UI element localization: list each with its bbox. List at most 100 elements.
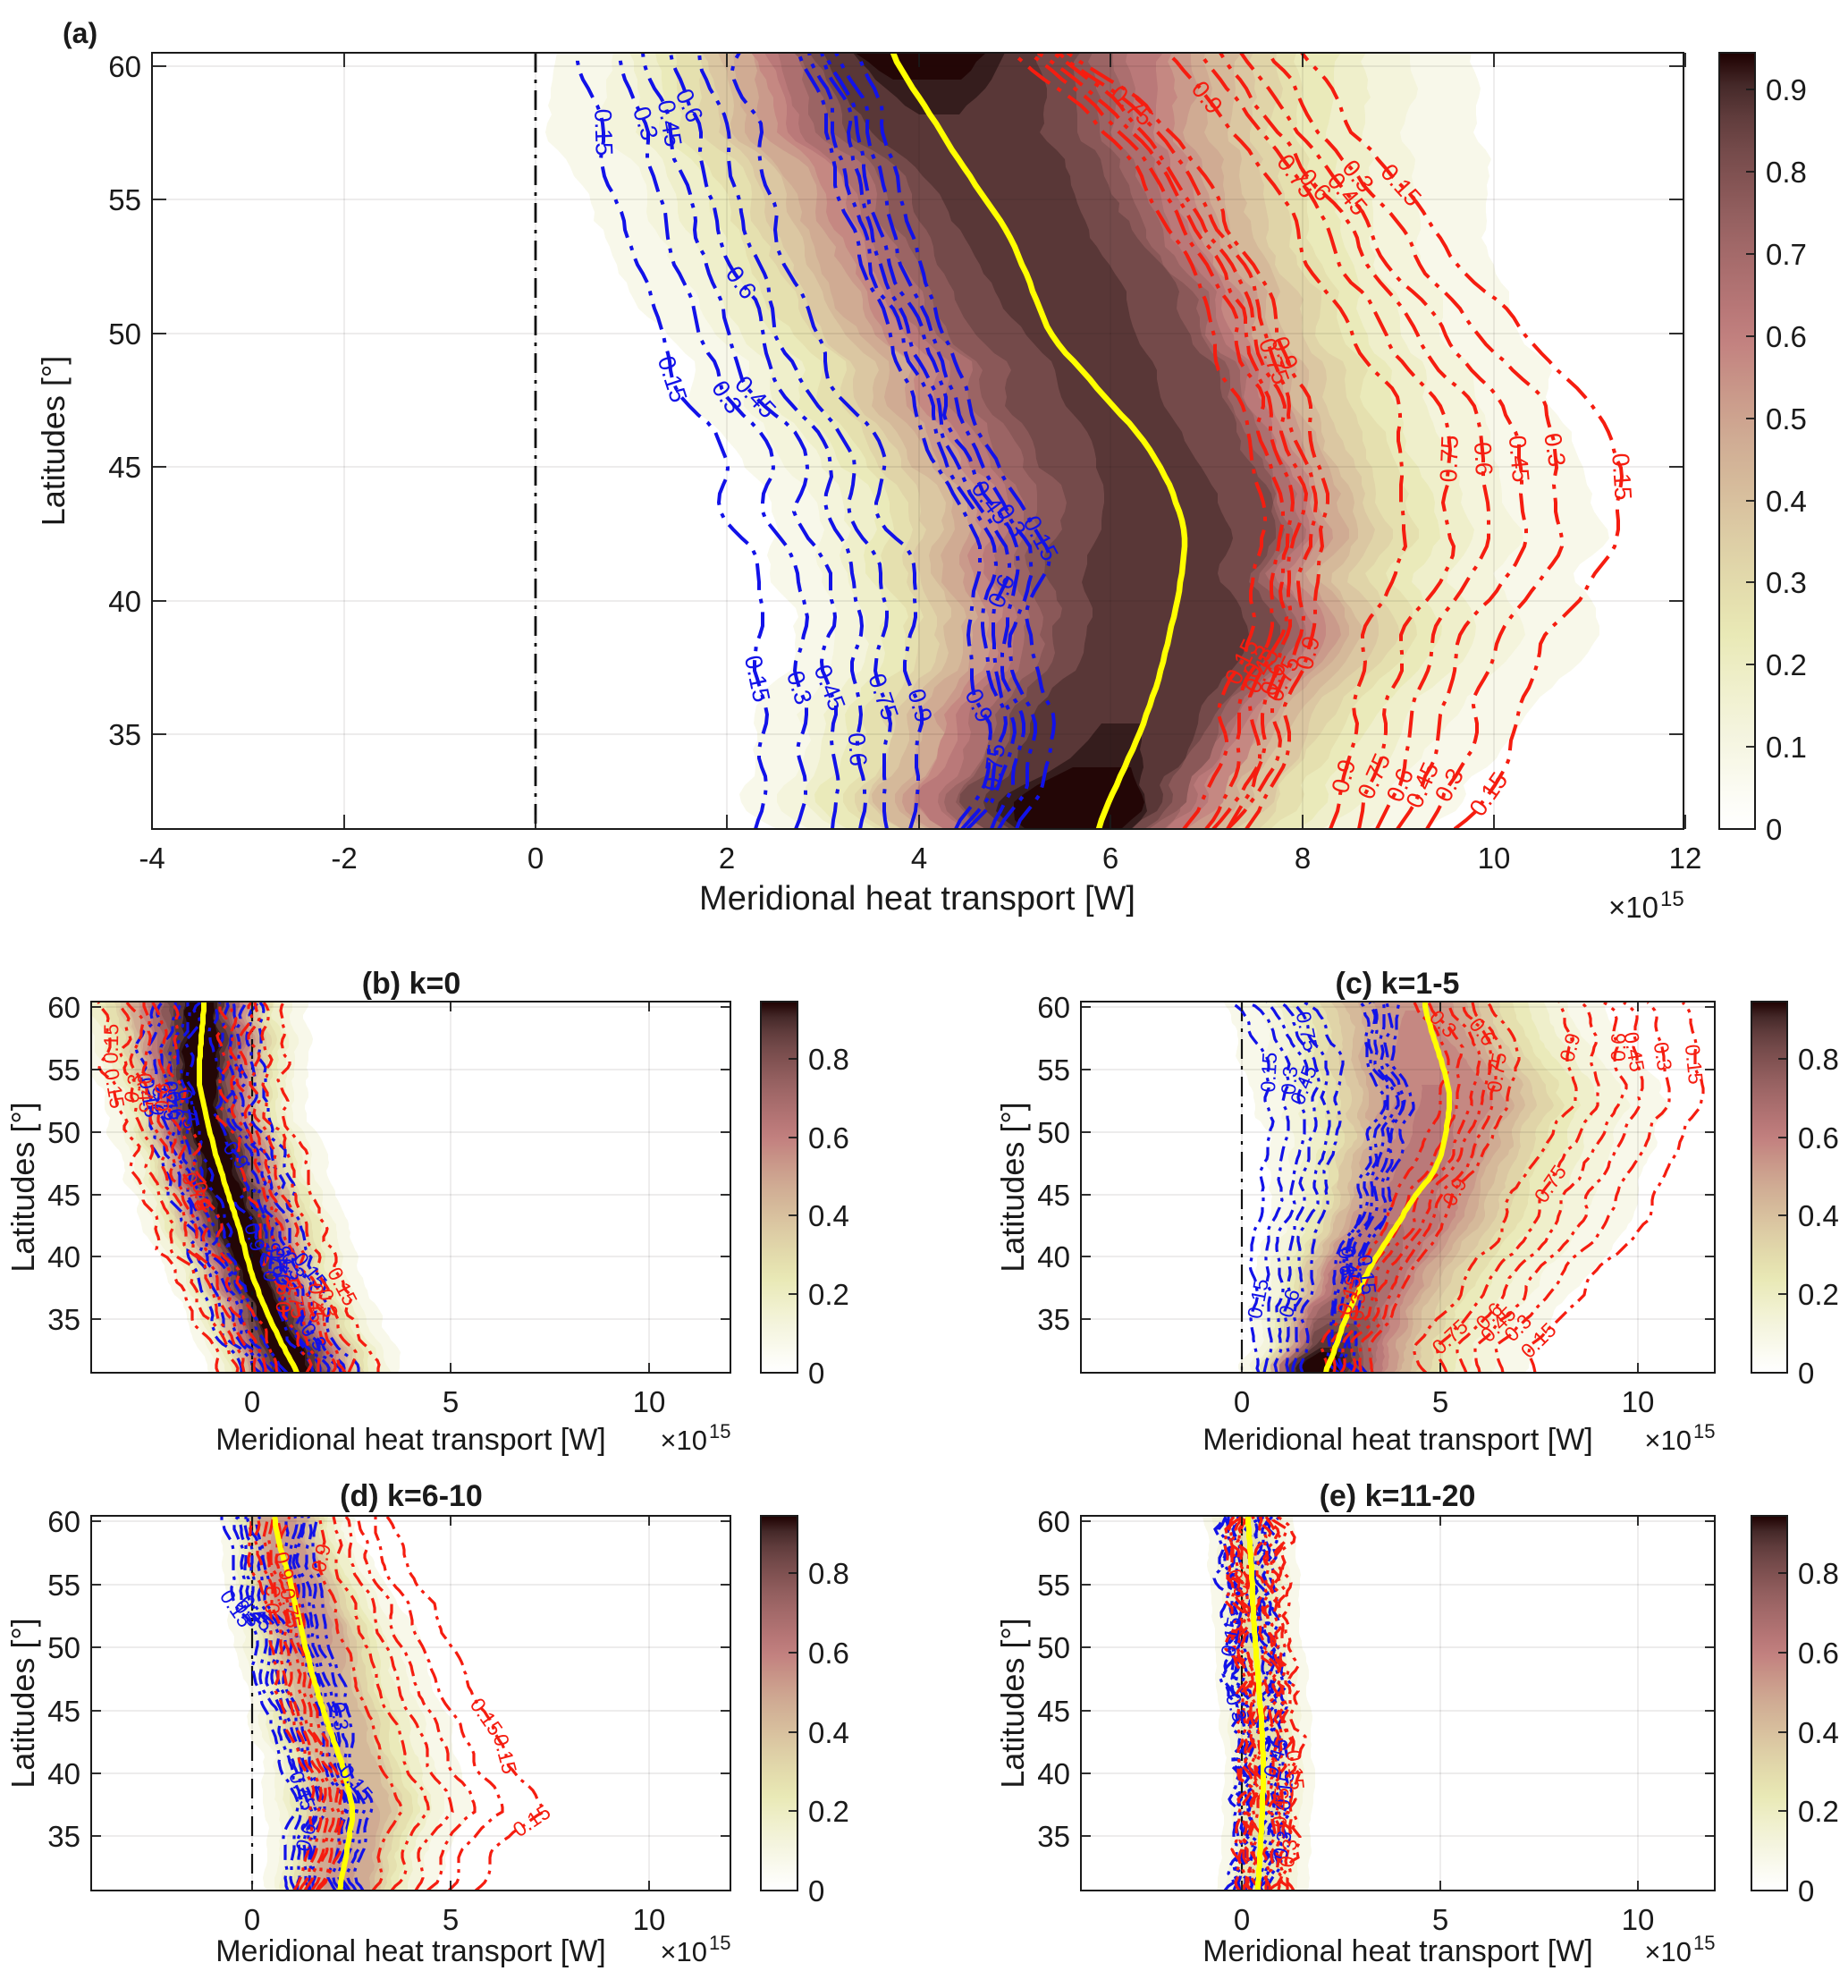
svg-text:(d) k=6-10: (d) k=6-10 (340, 1479, 483, 1513)
svg-text:0.4: 0.4 (1798, 1716, 1839, 1749)
svg-text:0.6: 0.6 (808, 1637, 849, 1670)
svg-text:10: 10 (1622, 1385, 1655, 1418)
svg-text:0.15: 0.15 (1270, 1769, 1298, 1812)
svg-text:×10: ×10 (1644, 1936, 1692, 1967)
svg-text:0.2: 0.2 (1798, 1278, 1839, 1311)
svg-text:0.4: 0.4 (808, 1199, 849, 1232)
svg-text:0.8: 0.8 (1766, 156, 1807, 189)
svg-text:60: 60 (108, 50, 141, 83)
svg-text:0.2: 0.2 (1798, 1795, 1839, 1828)
svg-text:40: 40 (47, 1757, 80, 1790)
svg-text:0.9: 0.9 (272, 1284, 296, 1313)
svg-text:35: 35 (47, 1303, 80, 1336)
svg-text:0.45: 0.45 (272, 1245, 296, 1285)
svg-text:10: 10 (633, 1903, 666, 1936)
svg-text:0.15: 0.15 (1353, 1253, 1380, 1296)
svg-text:0.3: 0.3 (1277, 1065, 1303, 1096)
svg-text:50: 50 (47, 1116, 80, 1149)
svg-text:0.45: 0.45 (159, 1081, 182, 1121)
svg-text:15: 15 (709, 1932, 730, 1954)
svg-text:0.45: 0.45 (304, 1282, 329, 1324)
svg-text:Meridional heat transport [W]: Meridional heat transport [W] (215, 1423, 606, 1457)
svg-text:0: 0 (244, 1385, 260, 1418)
svg-text:0.3: 0.3 (144, 1085, 172, 1117)
svg-text:0.6: 0.6 (266, 1246, 293, 1278)
svg-text:60: 60 (1037, 991, 1070, 1024)
svg-text:0.4: 0.4 (1798, 1199, 1839, 1232)
svg-text:0.9: 0.9 (1766, 73, 1807, 106)
svg-text:0.3: 0.3 (1275, 1837, 1302, 1868)
svg-text:Meridional heat transport [W]: Meridional heat transport [W] (699, 880, 1135, 918)
svg-text:0.6: 0.6 (808, 1121, 849, 1155)
svg-text:0.8: 0.8 (1798, 1557, 1839, 1590)
svg-text:0.6: 0.6 (1798, 1121, 1839, 1155)
svg-text:0.75: 0.75 (978, 742, 1010, 792)
svg-text:0.3: 0.3 (326, 1700, 354, 1732)
svg-text:60: 60 (47, 991, 80, 1024)
svg-text:15: 15 (709, 1420, 730, 1442)
svg-text:0: 0 (808, 1357, 824, 1390)
svg-text:45: 45 (47, 1695, 80, 1728)
svg-text:0.2: 0.2 (1766, 648, 1807, 681)
svg-text:×10: ×10 (660, 1425, 707, 1456)
svg-text:0.1: 0.1 (1766, 731, 1807, 764)
svg-text:0.2: 0.2 (808, 1278, 849, 1311)
svg-text:(a): (a) (63, 17, 97, 49)
svg-text:0.8: 0.8 (808, 1557, 849, 1590)
svg-text:4: 4 (911, 842, 927, 875)
svg-text:Latitudes [°]: Latitudes [°] (4, 1102, 41, 1273)
svg-text:35: 35 (108, 718, 141, 751)
svg-text:Latitudes [°]: Latitudes [°] (4, 1618, 41, 1789)
svg-text:0.15: 0.15 (1282, 1748, 1310, 1790)
svg-text:45: 45 (108, 451, 141, 484)
svg-text:5: 5 (443, 1385, 459, 1418)
svg-text:0.6: 0.6 (150, 1083, 174, 1112)
svg-text:60: 60 (47, 1505, 80, 1538)
svg-text:Latitudes [°]: Latitudes [°] (994, 1102, 1031, 1273)
svg-text:10: 10 (633, 1385, 666, 1418)
svg-text:10: 10 (1622, 1903, 1655, 1936)
svg-text:0.3: 0.3 (260, 1586, 284, 1615)
svg-text:0: 0 (244, 1903, 260, 1936)
svg-text:15: 15 (1660, 887, 1684, 911)
svg-text:Latitudes [°]: Latitudes [°] (35, 356, 72, 527)
svg-text:0.8: 0.8 (1798, 1043, 1839, 1076)
svg-text:55: 55 (47, 1569, 80, 1602)
svg-text:Latitudes [°]: Latitudes [°] (994, 1618, 1031, 1789)
svg-text:0.6: 0.6 (1469, 441, 1498, 476)
svg-text:0.8: 0.8 (808, 1043, 849, 1076)
svg-text:45: 45 (1037, 1179, 1070, 1212)
svg-text:0.4: 0.4 (808, 1716, 849, 1749)
svg-text:10: 10 (1478, 842, 1511, 875)
svg-text:0.6: 0.6 (843, 732, 873, 767)
svg-text:2: 2 (719, 842, 735, 875)
svg-text:45: 45 (1037, 1695, 1070, 1728)
svg-text:40: 40 (47, 1240, 80, 1273)
svg-text:55: 55 (108, 183, 141, 216)
svg-text:0.15: 0.15 (589, 108, 618, 157)
svg-text:12: 12 (1669, 842, 1702, 875)
svg-text:0: 0 (1798, 1874, 1814, 1908)
svg-text:0.5: 0.5 (1766, 402, 1807, 436)
svg-text:0.3: 0.3 (1345, 1291, 1370, 1322)
svg-text:Meridional heat transport [W]: Meridional heat transport [W] (215, 1934, 606, 1968)
svg-text:0.3: 0.3 (1539, 431, 1571, 469)
svg-text:5: 5 (443, 1903, 459, 1936)
svg-text:40: 40 (1037, 1240, 1070, 1273)
svg-text:40: 40 (108, 585, 141, 618)
svg-text:0.45: 0.45 (1504, 435, 1534, 484)
svg-text:55: 55 (1037, 1053, 1070, 1087)
svg-text:(e) k=11-20: (e) k=11-20 (1320, 1479, 1476, 1513)
svg-text:Meridional heat transport [W]: Meridional heat transport [W] (1202, 1423, 1593, 1457)
svg-text:Meridional heat transport [W]: Meridional heat transport [W] (1202, 1934, 1593, 1968)
svg-text:55: 55 (1037, 1569, 1070, 1602)
svg-text:0.6: 0.6 (1766, 320, 1807, 353)
svg-text:×10: ×10 (1608, 891, 1658, 924)
svg-text:15: 15 (1693, 1932, 1715, 1954)
svg-text:8: 8 (1295, 842, 1311, 875)
svg-text:5: 5 (1432, 1903, 1448, 1936)
svg-text:0: 0 (1234, 1385, 1250, 1418)
svg-text:0.6: 0.6 (161, 1089, 189, 1121)
svg-text:6: 6 (1102, 842, 1118, 875)
svg-text:0.6: 0.6 (1798, 1637, 1839, 1670)
